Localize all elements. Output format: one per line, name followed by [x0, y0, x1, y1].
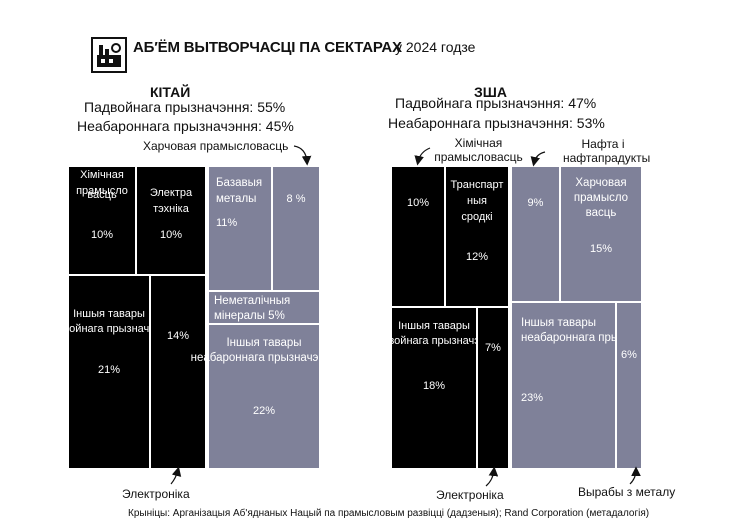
usa-callout-metal: Вырабы з металу — [578, 485, 676, 499]
page-title: АБ′ЁМ ВЫТВОРЧАСЦІ ПА СЕКТАРАХ — [133, 39, 402, 56]
usa-cell-5-value: 15% — [590, 243, 612, 255]
china-cell-7-label-2: неабароннага прызначэння — [191, 352, 338, 364]
china-cell-0-label-2: прамысло — [76, 185, 128, 197]
usa-cell-2-value: 18% — [423, 380, 445, 392]
usa-cell-3-value: 7% — [485, 342, 501, 354]
china-cell-3-value: 14% — [167, 330, 189, 342]
usa-callout-oil: Нафта і нафтапрадукты — [563, 137, 651, 165]
usa-cell-6-rect — [510, 301, 617, 470]
china-cell-3-rect — [149, 274, 207, 470]
china-cell-1-label-2: тэхніка — [153, 203, 190, 215]
china-cell-6-label-2: мінералы 5% — [214, 310, 285, 322]
usa-electronics-arrow — [485, 466, 499, 487]
usa-cell-7-rect — [615, 301, 643, 470]
factory-icon — [91, 37, 127, 73]
china-cell-4-label: Базавыя — [216, 177, 262, 189]
china-cell-6-rect — [207, 290, 321, 325]
usa-cell-0-value: 10% — [407, 197, 429, 209]
usa-cell-6-label: Іншыя тавары — [521, 317, 596, 329]
china-callout-food: Харчовая прамысловасць — [143, 139, 289, 153]
china-cell-2-label: Іншыя тавары — [73, 308, 145, 320]
usa-cell-7-value: 6% — [621, 349, 637, 361]
usa-cell-1-label-2: ныя — [467, 195, 487, 207]
china-cell-2-rect — [67, 274, 151, 470]
source-note: Крыніцы: Арганізацыя Аб'яднаных Нацый па… — [128, 508, 650, 519]
china-cell-4-value: 11% — [216, 217, 237, 229]
china-cell-2-value: 21% — [98, 364, 120, 376]
china-cell-7-rect — [207, 323, 321, 470]
china-cell-0-value: 10% — [91, 229, 113, 241]
china-cell-1-rect — [135, 165, 207, 276]
usa-cell-5-label-3: васць — [586, 207, 617, 219]
usa-civilian-share: Неабароннага прызначэння: 53% — [388, 115, 605, 131]
usa-metal-arrow — [629, 466, 641, 485]
usa-cell-0-rect — [390, 165, 446, 308]
china-cell-0-rect — [67, 165, 137, 276]
usa-cell-6-value: 23% — [521, 392, 543, 404]
china-food-arrow — [293, 145, 312, 166]
china-cell-1-value: 10% — [160, 229, 182, 241]
china-cell-4-label-2: металы — [216, 193, 256, 205]
china-cell-5-value: 8 % — [287, 193, 306, 205]
usa-cell-1-rect — [444, 165, 510, 308]
china-cell-0-label-3: васць — [87, 189, 117, 201]
china-heading: КІТАЙ — [150, 84, 191, 100]
china-dual-use-share: Падвойнага прызначэння: 55% — [84, 99, 286, 115]
usa-oil-arrow — [530, 151, 546, 167]
china-cell-0-label: Хімічная — [80, 169, 124, 181]
usa-cell-1-label: Транспарт — [451, 179, 504, 191]
usa-cell-5-rect — [559, 165, 643, 303]
usa-dual-use-share: Падвойнага прызначэння: 47% — [395, 95, 597, 111]
page-year: у 2024 годзе — [395, 39, 476, 55]
usa-cell-5-label-2: прамысло — [574, 192, 628, 204]
usa-cell-5-label: Харчовая — [575, 177, 626, 189]
usa-cell-1-value: 12% — [466, 251, 488, 263]
usa-cell-2-label: Іншыя тавары — [398, 320, 470, 332]
usa-callout-chemical: Хімічная прамысловасць — [434, 136, 523, 164]
china-cell-5-rect — [271, 165, 321, 292]
usa-heading: ЗША — [474, 84, 507, 100]
china-electronics-arrow — [170, 466, 182, 485]
china-cell-4-rect — [207, 165, 273, 292]
usa-cell-4-rect — [510, 165, 561, 303]
usa-chemical-arrow — [414, 147, 431, 166]
usa-cell-3-rect — [476, 306, 510, 470]
china-cell-1-label: Электра — [150, 187, 193, 199]
china-cell-7-value: 22% — [253, 405, 275, 417]
china-civilian-share: Неабароннага прызначэння: 45% — [77, 118, 294, 134]
usa-cell-6-label-2: неабароннага прызначэння — [521, 332, 668, 344]
usa-cell-2-rect — [390, 306, 478, 470]
china-cell-7-label: Іншыя тавары — [226, 337, 301, 349]
china-cell-6-label: Неметалічныя — [214, 295, 290, 307]
china-callout-electronics: Электроніка — [122, 487, 190, 501]
usa-cell-2-label-2: падвойнага прызначэння — [370, 335, 498, 347]
usa-callout-electronics: Электроніка — [436, 488, 504, 502]
usa-cell-4-value: 9% — [528, 197, 544, 209]
usa-cell-1-label-3: сродкі — [461, 211, 492, 223]
china-cell-2-label-2: падвойнага прызначэння — [45, 323, 173, 335]
